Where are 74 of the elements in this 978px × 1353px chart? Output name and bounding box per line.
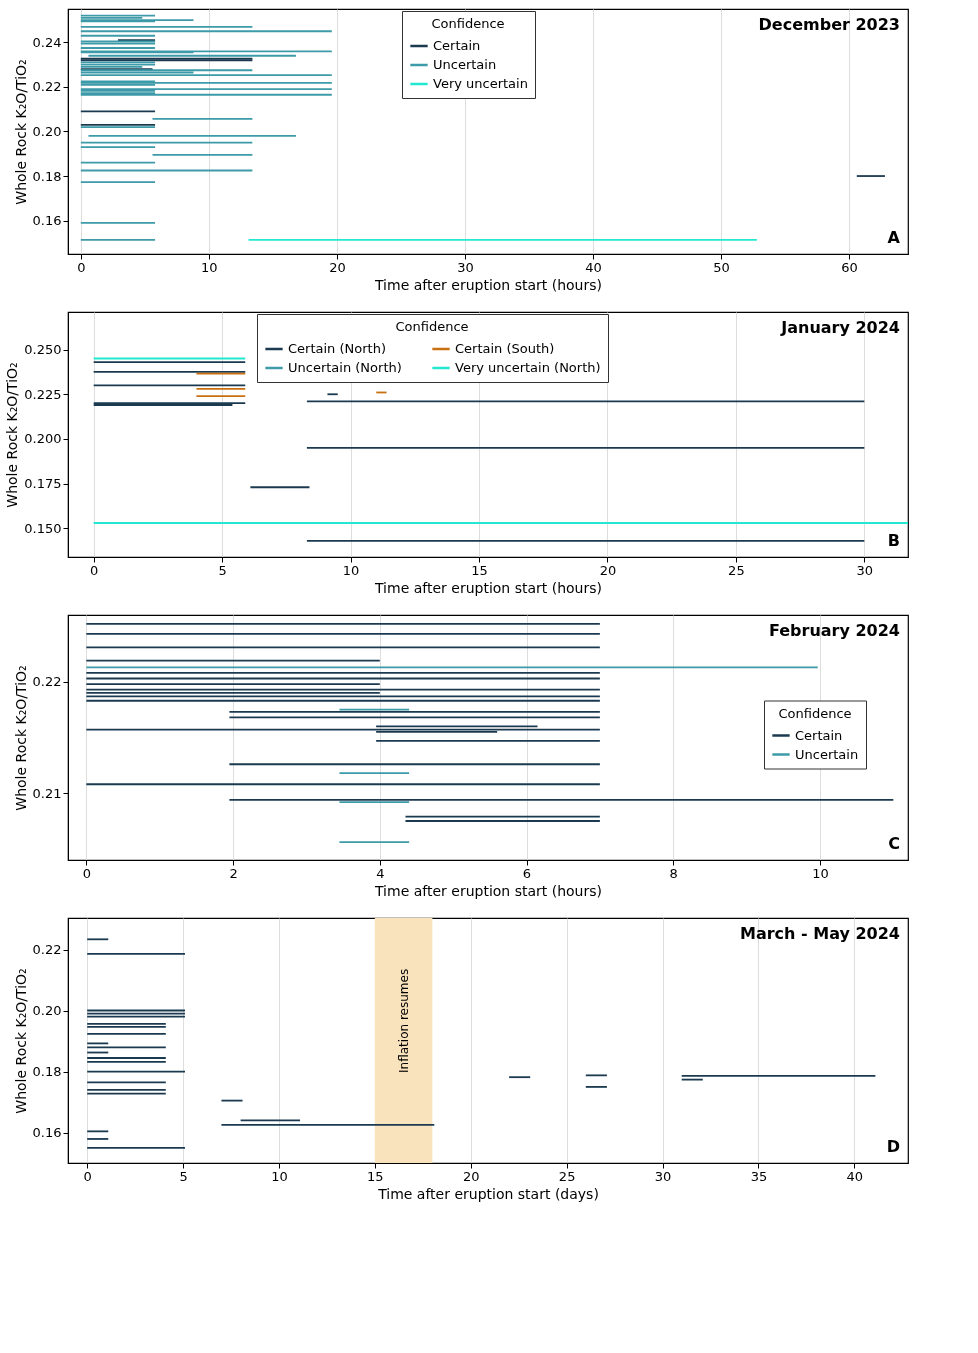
legend-label: Very uncertain: [433, 76, 528, 91]
y-tick-label: 0.250: [24, 342, 62, 358]
y-tick-label: 0.16: [32, 1125, 62, 1141]
x-axis-title: Time after eruption start (hours): [373, 882, 603, 899]
chart-title: January 2024: [780, 318, 900, 337]
annotation: C: [888, 834, 900, 853]
y-tick-label: 0.200: [24, 431, 62, 447]
x-tick-label: 0: [77, 259, 86, 275]
y-tick-label: 0.24: [32, 34, 62, 50]
band-label: Inflation resumes: [396, 968, 411, 1073]
y-axis-title: Whole Rock K₂O/TiO₂: [12, 59, 29, 205]
x-tick-label: 30: [457, 259, 474, 275]
y-tick-label: 0.150: [24, 520, 62, 536]
x-tick-label: 8: [669, 865, 678, 881]
x-tick-label: 10: [342, 562, 360, 578]
x-tick-label: 20: [462, 1168, 480, 1184]
annotation: D: [886, 1137, 900, 1156]
y-axis-title: Whole Rock K₂O/TiO₂: [4, 362, 21, 508]
legend-label: Certain: [433, 38, 481, 53]
legend-label: Uncertain: [795, 746, 859, 762]
x-tick-label: 5: [179, 1168, 188, 1184]
y-tick-label: 0.22: [32, 674, 62, 690]
x-tick-label: 50: [713, 259, 730, 275]
x-tick-label: 40: [846, 1168, 864, 1184]
x-axis-title: Time after eruption start (days): [377, 1185, 599, 1202]
y-tick-label: 0.21: [32, 785, 62, 801]
y-tick-label: 0.18: [32, 168, 62, 184]
x-tick-label: 20: [599, 562, 617, 578]
x-tick-label: 40: [585, 259, 602, 275]
legend-label: Uncertain (North): [288, 360, 402, 375]
y-tick-label: 0.22: [32, 942, 62, 958]
x-tick-label: 30: [654, 1168, 672, 1184]
y-tick-label: 0.18: [32, 1064, 62, 1080]
x-axis-title: Time after eruption start (hours): [373, 276, 603, 293]
x-tick-label: 0: [90, 562, 99, 578]
legend-label: Uncertain: [433, 57, 497, 72]
legend-label: Certain (North): [288, 341, 386, 356]
x-tick-label: 4: [376, 865, 385, 881]
y-axis-title: Whole Rock K₂O/TiO₂: [12, 968, 29, 1114]
legend-title: Confidence: [431, 16, 505, 31]
chart-title: March - May 2024: [739, 924, 900, 943]
x-tick-label: 6: [522, 865, 532, 881]
annotation: A: [887, 228, 901, 247]
x-tick-label: 20: [329, 259, 346, 275]
legend-label: Certain: [795, 727, 843, 743]
y-tick-label: 0.16: [32, 213, 62, 229]
x-tick-label: 10: [201, 259, 218, 275]
y-axis-title: Whole Rock K₂O/TiO₂: [12, 665, 29, 811]
chart-title: February 2024: [768, 621, 900, 640]
x-tick-label: 2: [229, 865, 238, 881]
y-tick-label: 0.20: [32, 1003, 62, 1019]
x-tick-label: 0: [83, 1168, 92, 1184]
legend-label: Certain (South): [455, 341, 555, 356]
y-tick-label: 0.22: [32, 79, 62, 95]
annotation: B: [887, 531, 900, 550]
x-tick-label: 60: [841, 259, 858, 275]
x-tick-label: 15: [367, 1168, 384, 1184]
y-tick-label: 0.20: [32, 124, 62, 139]
x-tick-label: 10: [812, 865, 829, 881]
x-tick-label: 0: [82, 865, 91, 881]
x-tick-label: 25: [558, 1168, 576, 1184]
x-tick-label: 35: [750, 1168, 768, 1184]
chart-title: December 2023: [758, 15, 900, 34]
legend-label: Very uncertain (North): [455, 360, 601, 375]
x-axis-title: Time after eruption start (hours): [373, 579, 603, 596]
x-tick-label: 10: [271, 1168, 288, 1184]
y-tick-label: 0.175: [24, 476, 62, 492]
x-tick-label: 25: [728, 562, 745, 578]
x-tick-label: 5: [218, 562, 227, 578]
y-tick-label: 0.225: [24, 386, 62, 402]
x-tick-label: 30: [856, 562, 874, 578]
x-tick-label: 15: [471, 562, 488, 578]
legend-title: Confidence: [395, 319, 469, 334]
legend-title: Confidence: [778, 705, 852, 721]
